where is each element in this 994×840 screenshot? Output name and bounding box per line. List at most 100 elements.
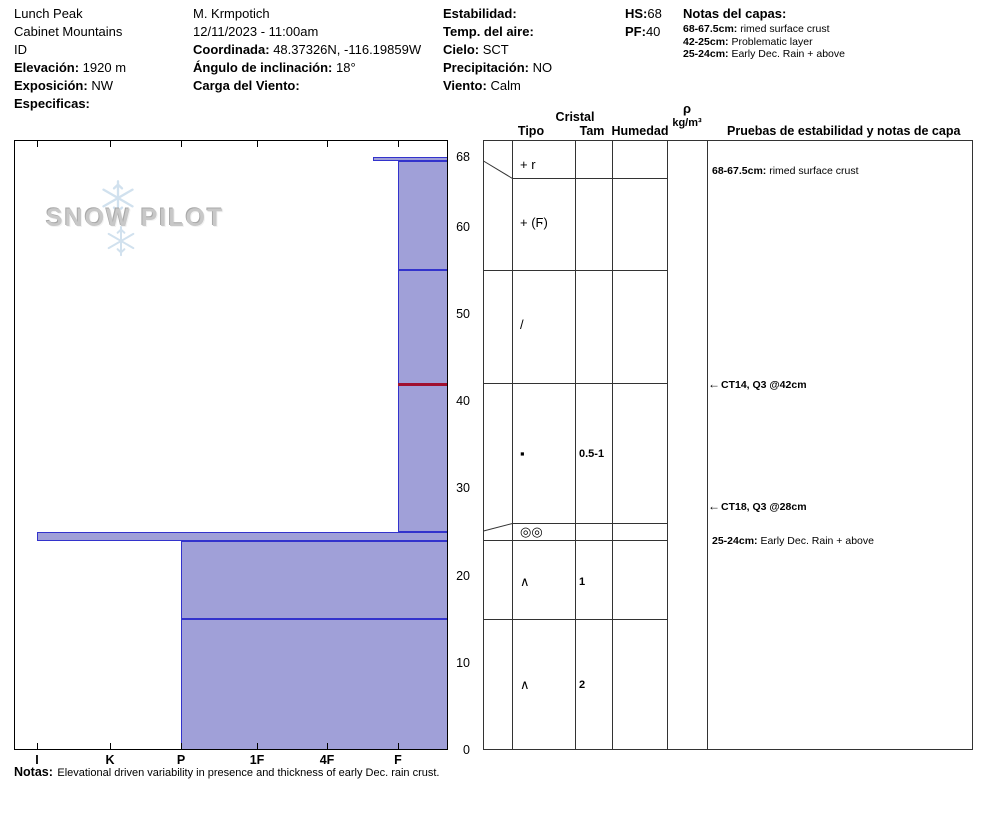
profile-note-text: Early Dec. Rain + above (760, 535, 874, 547)
observer-name: M. Krmpotich (193, 6, 270, 21)
logo-text: SNOW PILOT (46, 204, 224, 233)
grain-type-symbol: / (520, 317, 524, 332)
col-header-density-units: kg/m³ (672, 117, 702, 129)
wind-loading-label: Carga del Viento: (193, 78, 300, 93)
grain-row: ◎◎ (512, 524, 667, 542)
air-temp-line: Temp. del aire: (443, 23, 552, 41)
coordinates-label: Coordinada: (193, 42, 270, 57)
col-header-humedad: Humedad (611, 124, 669, 138)
left-arrow-icon: ← (708, 498, 720, 513)
snowflake-icon (102, 180, 134, 216)
layer-note-text: rimed surface crust (740, 23, 830, 35)
col-header-tam: Tam (579, 124, 605, 138)
slope-angle-value: 18° (336, 60, 356, 75)
hardness-axis-label: 4F (319, 753, 335, 767)
hardness-tick-bottom (110, 743, 111, 749)
hs-value: 68 (647, 6, 662, 21)
hardness-tick-top (327, 141, 328, 147)
depth-axis-label: 50 (456, 307, 470, 321)
depth-axis-label: 0 (463, 743, 470, 757)
header-totals-column: HS:68 PF:40 (625, 5, 662, 41)
grain-size-value: 1 (579, 576, 586, 588)
slope-angle-label: Ángulo de inclinación: (193, 60, 333, 75)
hardness-tick-bottom (257, 743, 258, 749)
coordinates-value: 48.37326N, -116.19859W (273, 42, 422, 57)
grain-size-value: 2 (579, 679, 586, 691)
hardness-tick-top (398, 141, 399, 147)
snow-layer-bar (181, 619, 448, 750)
layer-note-label: 25-24cm: (683, 48, 729, 60)
layer-note: 68-67.5cm: rimed surface crust (683, 23, 845, 36)
wind-value: Calm (490, 78, 521, 93)
grain-row: / (512, 317, 667, 335)
snow-layer-bar (398, 161, 448, 271)
grain-row: + r (512, 157, 667, 175)
layer-note-text: Problematic layer (731, 35, 813, 48)
pit-notes-text: Elevational driven variability in presen… (57, 767, 440, 779)
hardness-tick-top (257, 141, 258, 147)
pf-line: PF:40 (625, 23, 662, 41)
slope-angle-line: Ángulo de inclinación: 18° (193, 59, 421, 77)
col-header-cristal: Cristal (555, 110, 595, 124)
logo-word-snow: SNOW (46, 204, 132, 232)
grain-type-symbol: ▪ (520, 446, 525, 461)
depth-axis-label: 10 (456, 655, 470, 670)
observation-datetime: 12/11/2023 - 11:00am (193, 24, 319, 39)
hardness-tick-bottom (181, 743, 182, 749)
header-conditions-column: Estabilidad: Temp. del aire: Cielo: SCT … (443, 5, 552, 95)
header-observer-column: M. Krmpotich 12/11/2023 - 11:00am Coordi… (193, 5, 421, 95)
aspect-line: Exposición: NW (14, 77, 126, 95)
logo-word-pilot: PILOT (140, 204, 225, 232)
hs-label: HS: (625, 6, 648, 21)
elevation-label: Elevación: (14, 60, 80, 75)
profile-layer-note: 68-67.5cm: rimed surface crust (712, 165, 859, 177)
hardness-tick-top (37, 141, 38, 147)
grain-row: ▪ 0.5-1 (512, 446, 667, 464)
col-header-tipo: Tipo (517, 124, 545, 138)
snow-layer-bar (398, 383, 448, 532)
layer-note: 25-24cm: Early Dec. Rain + above (683, 48, 845, 61)
elevation-line: Elevación: 1920 m (14, 59, 126, 77)
elevation-value: 1920 m (82, 60, 127, 75)
aspect-label: Exposición: (14, 78, 88, 93)
air-temp-label: Temp. del aire: (443, 24, 534, 39)
grain-row: ∧ 2 (512, 677, 667, 695)
sky-label: Cielo: (443, 42, 480, 57)
profile-note-label: 68-67.5cm: (712, 165, 767, 177)
hardness-axis-label: 1F (249, 753, 265, 767)
site-name: Lunch Peak (14, 6, 83, 21)
stability-test-annotation: ←CT18, Q3 @28cm (708, 499, 807, 514)
left-arrow-icon: ← (708, 376, 720, 391)
grain-type-symbol: + (Ϝ) (520, 215, 548, 230)
coordinates-line: Coordinada: 48.37326N, -116.19859W (193, 41, 421, 59)
hardness-tick-top (110, 141, 111, 147)
depth-axis-label: 20 (456, 568, 470, 583)
wind-loading-line: Carga del Viento: (193, 77, 421, 95)
stability-test-label: CT14, Q3 @42cm (721, 378, 807, 391)
pit-notes: Notas: Elevational driven variability in… (14, 763, 440, 781)
grain-type-symbol: + r (520, 157, 536, 172)
aspect-value: NW (91, 78, 113, 93)
layer-note-label: 42-25cm: (683, 35, 729, 48)
hardness-tick-bottom (37, 743, 38, 749)
depth-axis-label: 68 (456, 150, 470, 164)
layer-note: 42-25cm: Problematic layer (683, 36, 845, 49)
grain-row: + (Ϝ) (512, 215, 667, 233)
hardness-tick-bottom (398, 743, 399, 749)
grain-type-symbol: ∧ (520, 677, 530, 692)
hardness-tick-bottom (327, 743, 328, 749)
depth-axis-label: 30 (456, 481, 470, 496)
header-layer-notes-column: Notas del capas: 68-67.5cm: rimed surfac… (683, 5, 845, 61)
profile-note-text: rimed surface crust (769, 165, 859, 177)
snow-layer-bar (398, 270, 448, 384)
site-state: ID (14, 42, 27, 57)
pf-value: 40 (645, 24, 661, 39)
layer-note-label: 68-67.5cm: (683, 23, 738, 35)
profile-layer-note: 25-24cm: Early Dec. Rain + above (712, 535, 874, 547)
layer-note-text: Early Dec. Rain + above (731, 48, 845, 60)
stability-test-label: CT18, Q3 @28cm (721, 500, 807, 513)
site-range: Cabinet Mountains (14, 24, 123, 39)
stability-label: Estabilidad: (443, 6, 517, 21)
hardness-tick-top (181, 141, 182, 147)
precip-line: Precipitación: NO (443, 59, 552, 77)
